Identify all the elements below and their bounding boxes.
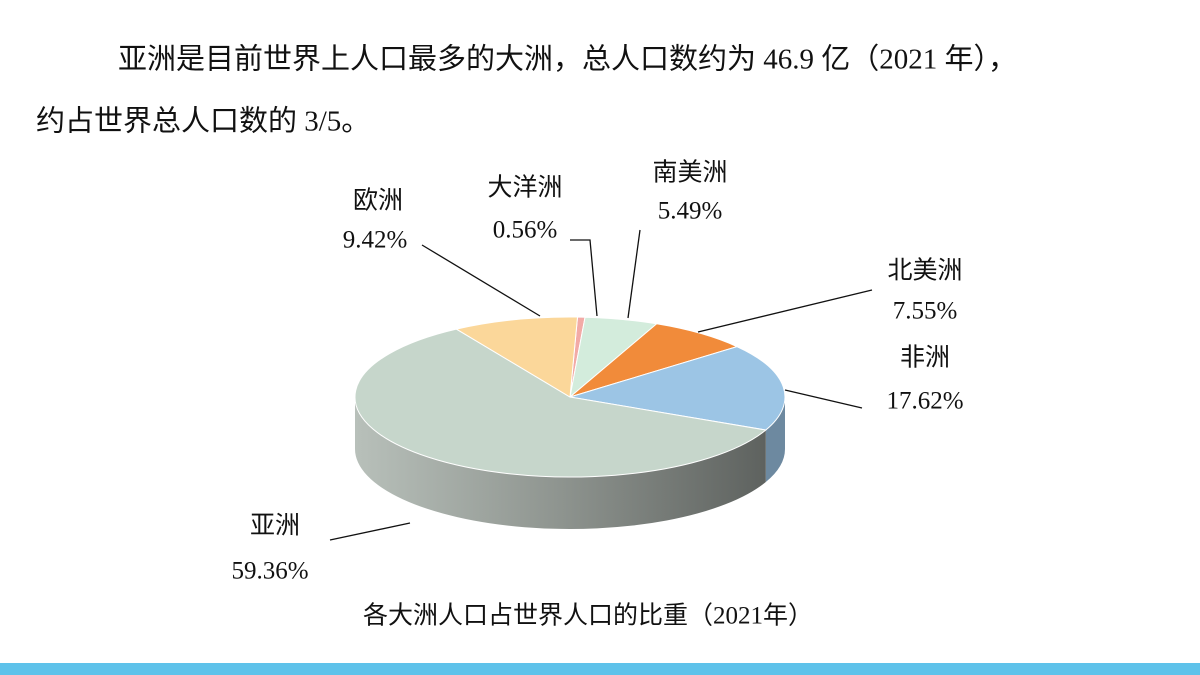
pie-chart: [354, 316, 786, 529]
paragraph-line: 亚洲是目前世界上人口最多的大洲，总人口数约为 46.9 亿（2021 年），: [118, 43, 1017, 76]
value-label: 7.55%: [893, 298, 958, 325]
pie-slice: [354, 328, 767, 478]
paragraph-line: 约占世界总人口数的 3/5。: [36, 105, 370, 138]
slice-label: 欧洲: [353, 187, 403, 215]
slice-label: 南美洲: [652, 159, 727, 187]
slice-label: 非洲: [900, 344, 950, 372]
leader-line: [784, 389, 863, 409]
pie-side: [765, 397, 785, 483]
leader-line: [627, 229, 641, 319]
slice-label: 北美洲: [887, 257, 962, 285]
value-label: 9.42%: [343, 227, 408, 254]
value-label: 5.49%: [658, 198, 723, 225]
value-label: 0.56%: [493, 217, 558, 244]
chart-title: 各大洲人口占世界人口的比重（2021年）: [363, 602, 813, 630]
leader-line: [421, 244, 541, 317]
slice-label: 亚洲: [250, 513, 300, 540]
footer-bar: [0, 663, 1200, 675]
pie-slice: [455, 316, 579, 398]
leader-line: [697, 289, 873, 333]
value-label: 59.36%: [231, 558, 308, 585]
pie-slice: [569, 346, 786, 431]
leader-line: [329, 522, 411, 541]
slice-label: 大洋洲: [487, 174, 562, 202]
value-label: 17.62%: [886, 388, 963, 415]
leader-line: [570, 239, 598, 317]
pie-slice: [569, 323, 739, 398]
pie-side: [355, 397, 766, 529]
